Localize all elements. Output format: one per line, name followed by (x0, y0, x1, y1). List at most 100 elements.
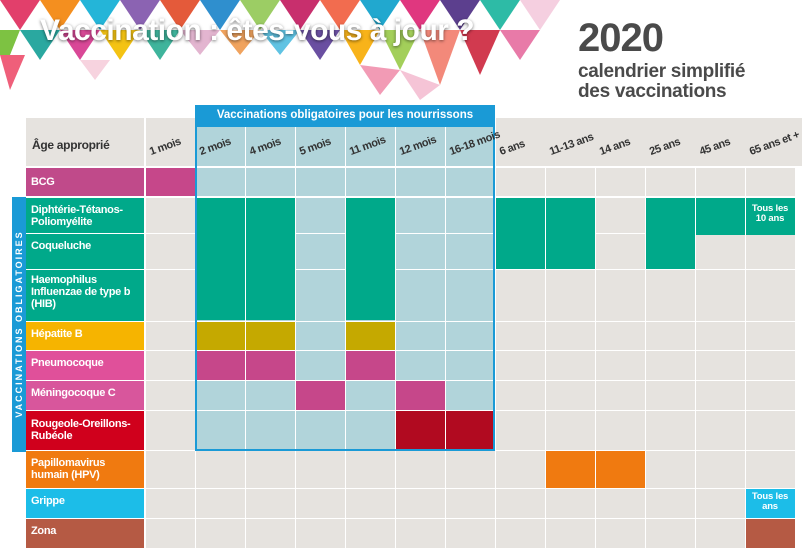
schedule-cell (196, 381, 245, 410)
schedule-cell (746, 381, 795, 410)
schedule-cell (196, 411, 245, 450)
schedule-cell (446, 351, 495, 380)
row-label-cell (26, 411, 144, 450)
subtitle-line-1: calendrier simplifié (578, 61, 746, 82)
schedule-cell (746, 322, 795, 350)
row-label-cell (26, 351, 144, 380)
schedule-cell (496, 351, 545, 380)
schedule-cell (396, 234, 445, 269)
dose-bar (246, 351, 295, 380)
note-cell (746, 198, 795, 235)
schedule-cell (696, 322, 745, 350)
schedule-cell (246, 411, 295, 450)
row-label: Haemophilus Influenzae de type b (HIB) (31, 274, 131, 310)
schedule-cell (696, 411, 745, 450)
schedule-cell (746, 270, 795, 321)
age-header-cell (696, 118, 745, 166)
age-header-cell (746, 118, 795, 166)
dose-bar (596, 451, 645, 488)
schedule-cell (396, 351, 445, 380)
schedule-cell (746, 351, 795, 380)
schedule-cell (646, 351, 695, 380)
row-note: Tous les 10 ans (751, 203, 789, 224)
dose-bar (446, 411, 495, 450)
dose-bar (696, 198, 745, 235)
age-header: Âge approprié (32, 138, 110, 152)
schedule-cell (296, 451, 345, 488)
schedule-cell (496, 489, 545, 518)
schedule-cell (446, 322, 495, 350)
schedule-cell (346, 381, 395, 410)
schedule-cell (246, 168, 295, 196)
schedule-cell (746, 451, 795, 488)
dose-bar (246, 198, 295, 320)
schedule-cell (146, 351, 195, 380)
schedule-cell (346, 519, 395, 548)
row-label-cell (26, 519, 144, 548)
row-label-cell (26, 322, 144, 350)
mandatory-infant-header: Vaccinations obligatoires pour les nourr… (195, 105, 495, 125)
schedule-cell (596, 519, 645, 548)
row-label: Coqueluche (31, 240, 91, 252)
schedule-cell (646, 322, 695, 350)
age-header-cell (596, 118, 645, 166)
dose-bar (746, 519, 795, 548)
subtitle-line-2: des vaccinations (578, 81, 727, 102)
dose-bar (346, 198, 395, 320)
schedule-cell (346, 168, 395, 196)
age-header-cell (196, 127, 245, 166)
schedule-cell (696, 519, 745, 548)
schedule-cell (496, 519, 545, 548)
schedule-cell (246, 381, 295, 410)
row-label: Hépatite B (31, 328, 83, 340)
schedule-cell (696, 234, 745, 269)
schedule-cell (496, 451, 545, 488)
schedule-cell (296, 519, 345, 548)
schedule-cell (746, 168, 795, 196)
schedule-cell (396, 451, 445, 488)
age-header-cell (296, 127, 345, 166)
schedule-cell (246, 489, 295, 518)
schedule-cell (196, 451, 245, 488)
dose-bar (546, 198, 595, 269)
subtitle: calendrier simplifié des vaccinations (578, 62, 745, 102)
row-label: Diphtérie-Tétanos-Poliomyélite (31, 204, 123, 228)
dose-bar (246, 322, 295, 350)
schedule-cell (146, 381, 195, 410)
schedule-cell (446, 168, 495, 196)
schedule-cell (696, 381, 745, 410)
age-header-cell (446, 127, 495, 166)
age-header-cell (246, 127, 295, 166)
dose-bar (296, 381, 345, 410)
schedule-cell (296, 198, 345, 233)
schedule-cell (496, 322, 545, 350)
dose-bar (496, 198, 545, 269)
schedule-cell (246, 519, 295, 548)
schedule-cell (596, 270, 645, 321)
schedule-cell (196, 168, 245, 196)
schedule-cell (446, 519, 495, 548)
dose-bar (346, 322, 395, 350)
row-label: Grippe (31, 495, 65, 507)
schedule-cell (346, 489, 395, 518)
row-label: Pneumocoque (31, 357, 104, 369)
row-label-cell (26, 381, 144, 410)
schedule-cell (146, 451, 195, 488)
schedule-cell (446, 234, 495, 269)
dose-bar (396, 411, 445, 450)
dose-bar (146, 168, 195, 196)
schedule-cell (346, 451, 395, 488)
schedule-cell (496, 381, 545, 410)
dose-bar (396, 381, 445, 410)
schedule-cell (546, 168, 595, 196)
age-header-cell (26, 118, 144, 166)
row-label-cell (26, 489, 144, 518)
schedule-cell (146, 411, 195, 450)
schedule-cell (596, 198, 645, 233)
schedule-cell (146, 519, 195, 548)
mandatory-side-band: VACCINATIONS OBLIGATOIRES (12, 197, 26, 452)
schedule-cell (146, 322, 195, 350)
schedule-cell (496, 411, 545, 450)
schedule-cell (596, 234, 645, 269)
schedule-cell (296, 489, 345, 518)
